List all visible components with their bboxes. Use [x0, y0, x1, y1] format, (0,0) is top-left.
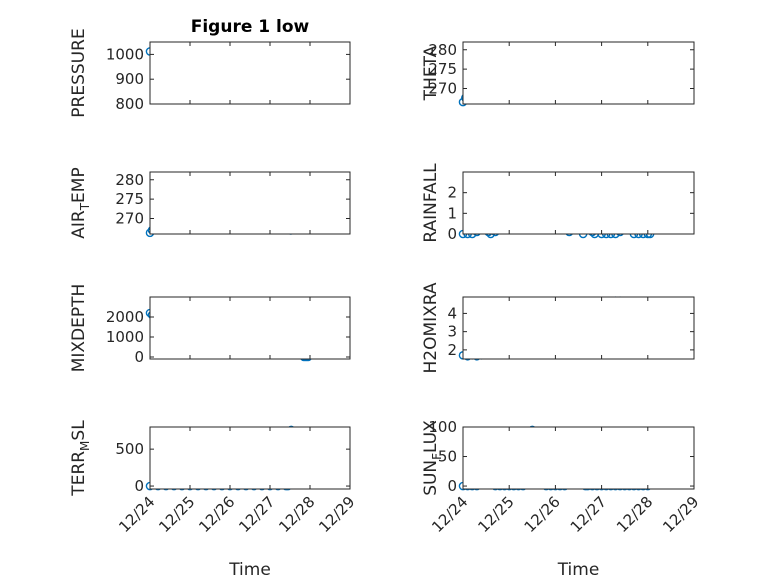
- panel-mixdepth: 0 1000 2000 MIXDEPTH: [69, 284, 351, 373]
- x-tick-label: 12/28: [613, 493, 656, 536]
- y-axis-label: PRESSURE: [69, 28, 89, 117]
- x-tick-label: 12/27: [567, 493, 610, 536]
- y-tick-label: 2: [447, 341, 457, 359]
- y-tick-label: 270: [428, 80, 457, 98]
- panel-pressure: 800 900 1000 PRESSURE Figure 1 low: [69, 17, 351, 118]
- y-axis-label: TERRMSL: [69, 420, 92, 497]
- panel-sun-flux: 0 50 100 12/24 12/25 12/26 12/27 12/28 12/29 SUNF…: [421, 418, 702, 580]
- axes-frame: [462, 426, 695, 490]
- x-tick-label: 12/29: [659, 493, 702, 536]
- y-tick-label: 900: [115, 70, 144, 88]
- y-tick-label: 0: [447, 477, 457, 495]
- x-tick-label: 12/28: [275, 493, 318, 536]
- y-tick-label: 275: [428, 60, 457, 78]
- x-tick-label: 12/25: [155, 493, 198, 536]
- x-tick-label: 12/27: [235, 493, 278, 536]
- y-tick-label: 1000: [106, 328, 144, 346]
- x-tick-label: 12/26: [521, 493, 564, 536]
- x-tick-label: 12/24: [428, 493, 471, 536]
- x-axis-label: Time: [228, 560, 271, 580]
- y-tick-label: 1000: [106, 45, 144, 63]
- axes-frame: [149, 426, 351, 490]
- y-tick-label: 2: [447, 184, 457, 202]
- y-axis-label: MIXDEPTH: [69, 284, 89, 373]
- axes-frame: [462, 296, 695, 360]
- y-tick-label: 2000: [106, 308, 144, 326]
- y-tick-label: 275: [115, 190, 144, 208]
- y-tick-label: 280: [115, 171, 144, 189]
- axes-frame: [149, 296, 351, 360]
- y-tick-label: 4: [447, 304, 457, 322]
- y-axis-label: AIRTEMP: [69, 167, 92, 238]
- x-tick-label: 12/25: [474, 493, 517, 536]
- y-tick-label: 800: [115, 95, 144, 113]
- y-tick-label: 0: [447, 225, 457, 243]
- x-tick-label: 12/29: [315, 493, 358, 536]
- y-tick-label: 100: [428, 418, 457, 436]
- y-tick-label: 280: [428, 41, 457, 59]
- y-tick-label: 270: [115, 210, 144, 228]
- panel-rainfall: 0 1 2 RAINFALL: [421, 163, 695, 243]
- y-tick-label: 0: [134, 477, 144, 495]
- y-tick-label: 3: [447, 323, 457, 341]
- y-axis-label: THETA: [421, 45, 441, 101]
- y-axis-label: H2OMIXRA: [421, 282, 441, 373]
- y-tick-label: 1: [447, 204, 457, 222]
- x-tick-label: 12/26: [195, 493, 238, 536]
- panel-h2omixra: 234 H2OMIXRA: [421, 282, 695, 374]
- y-axis-label: RAINFALL: [421, 163, 441, 243]
- x-axis-label: Time: [557, 560, 600, 580]
- axes-frame: [462, 171, 695, 235]
- y-tick-label: 0: [134, 348, 144, 366]
- axes-frame: [149, 171, 351, 235]
- y-axis-label: SUNFLUX: [421, 420, 444, 496]
- y-tick-label: 50: [438, 448, 457, 466]
- axes-frame: [149, 41, 351, 105]
- y-tick-label: 500: [115, 440, 144, 458]
- x-tick-label: 12/24: [115, 493, 158, 536]
- axes-frame: [462, 41, 695, 105]
- chart-title: Figure 1 low: [191, 17, 310, 37]
